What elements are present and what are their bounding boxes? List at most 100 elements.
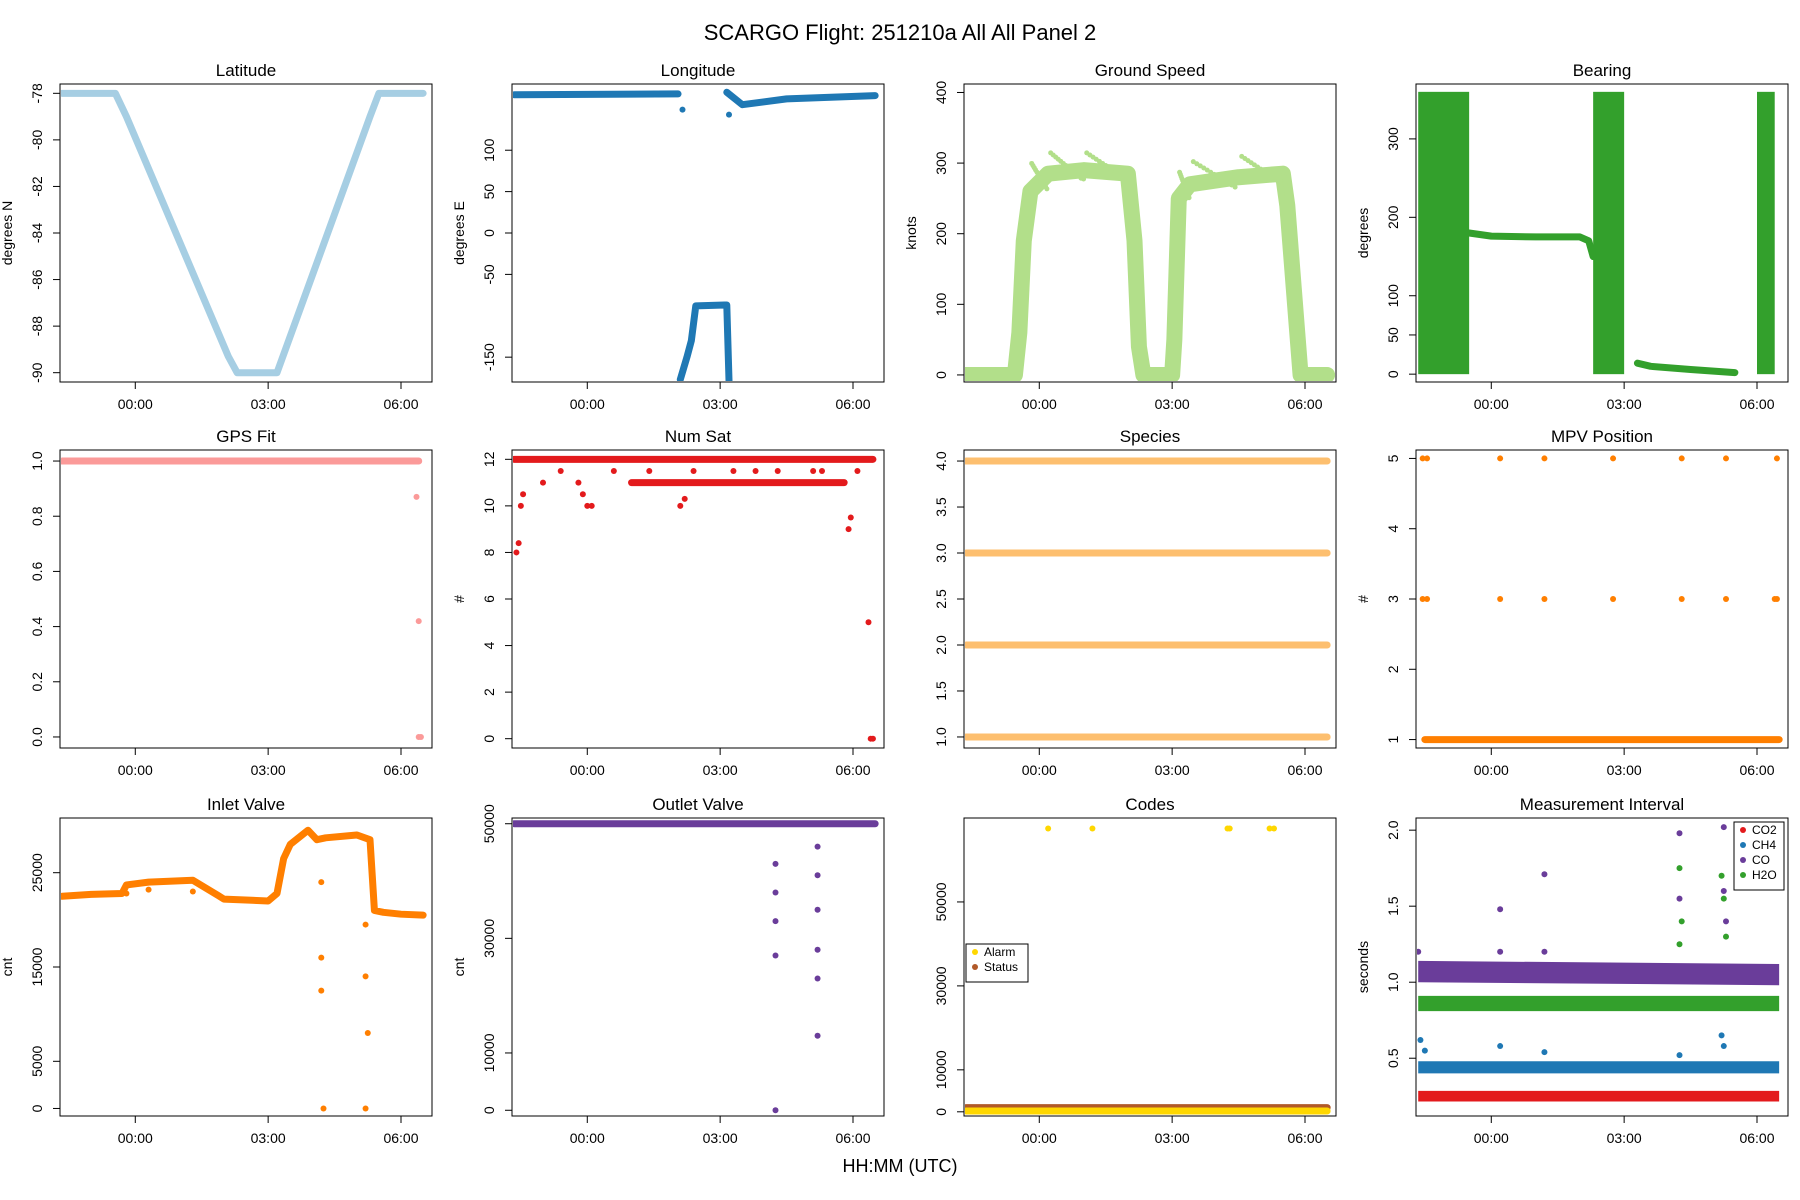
series-spikes-point bbox=[318, 879, 325, 886]
y-tick-label: 0.0 bbox=[29, 727, 45, 747]
x-tick-label: 06:00 bbox=[835, 762, 870, 778]
x-tick-label: 06:00 bbox=[383, 762, 418, 778]
y-tick-label: -80 bbox=[29, 130, 45, 150]
panel-latitude: Latitude degrees N 00:00 03:00 06:00 -90 -88 -8… bbox=[0, 61, 433, 412]
x-tick-label: 00:00 bbox=[570, 1130, 605, 1146]
y-tick-label: 300 bbox=[1385, 127, 1401, 151]
series-scatter-point bbox=[646, 467, 653, 474]
panel-outlet-valve: Outlet Valve cnt 00:00 03:00 06:00 0 10000 3000… bbox=[451, 795, 885, 1146]
series-ground speed-point bbox=[1187, 185, 1193, 191]
y-tick-label: 12 bbox=[481, 451, 497, 467]
legend-marker bbox=[1740, 842, 1746, 848]
y-tick-label: -50 bbox=[481, 264, 497, 284]
x-tick-label: 03:00 bbox=[1155, 396, 1190, 412]
series-spikesg-point bbox=[1676, 941, 1683, 948]
series-inlet bbox=[61, 826, 427, 919]
series-pos3-point bbox=[1541, 596, 1548, 602]
series-scatter-point bbox=[588, 502, 595, 509]
panel-ground-speed: Ground Speed knots 00:00 03:00 06:00 0 100 200 3… bbox=[903, 61, 1337, 412]
series-spikes-point bbox=[318, 987, 325, 994]
series-fill bbox=[1418, 91, 1470, 375]
series-scatter-point bbox=[690, 467, 697, 474]
y-tick-label: 6 bbox=[481, 595, 497, 603]
x-tick-label: 06:00 bbox=[383, 1130, 418, 1146]
series-scatter-point bbox=[517, 502, 524, 509]
x-tick-label: 06:00 bbox=[1287, 396, 1322, 412]
x-tick-label: 06:00 bbox=[383, 396, 418, 412]
x-tick-label: 03:00 bbox=[1607, 762, 1642, 778]
y-tick-label: 0 bbox=[481, 229, 497, 237]
series-spikesg-point bbox=[1678, 918, 1685, 925]
y-tick-label: 2 bbox=[1385, 665, 1401, 673]
y-tick-label: 10000 bbox=[481, 1033, 497, 1072]
y-tick-label: 25000 bbox=[29, 853, 45, 892]
series-spikesb-point bbox=[1417, 1036, 1424, 1043]
series-spikes-point bbox=[1720, 887, 1727, 894]
series-scatter-point bbox=[752, 467, 759, 474]
series-spikes-point bbox=[814, 872, 821, 879]
series-scatter-point bbox=[513, 549, 520, 556]
x-tick-label: 06:00 bbox=[1739, 396, 1774, 412]
series-spikes-point bbox=[772, 1107, 779, 1114]
series-scatter-point bbox=[584, 502, 591, 509]
series-ground speed-point bbox=[1045, 176, 1051, 182]
series-scatter-point bbox=[540, 479, 546, 486]
series-pos5-point bbox=[1723, 455, 1729, 462]
y-axis-label: cnt bbox=[0, 958, 15, 977]
legend-marker bbox=[972, 949, 978, 955]
series-spikes-point bbox=[362, 921, 369, 928]
x-tick-label: 03:00 bbox=[703, 1130, 738, 1146]
legend-label: CH4 bbox=[1752, 838, 1776, 852]
y-tick-label: 0 bbox=[29, 1104, 45, 1112]
series-scatter-point bbox=[515, 540, 522, 547]
series-outliers-point bbox=[417, 733, 424, 740]
series-spikesg-point bbox=[1676, 865, 1683, 872]
series-scatter-point bbox=[819, 467, 825, 474]
series-scatter-point bbox=[869, 735, 876, 742]
series-latitude bbox=[61, 89, 427, 377]
y-tick-label: -86 bbox=[29, 269, 45, 289]
x-tick-label: 00:00 bbox=[570, 396, 605, 412]
series-ground speed-point bbox=[1284, 193, 1290, 199]
panel-title: GPS Fit bbox=[216, 427, 276, 446]
series-ground speed-point bbox=[1277, 179, 1283, 185]
y-tick-label: 8 bbox=[481, 548, 497, 556]
series-scatter-point bbox=[865, 619, 872, 626]
series-ground speed-point bbox=[1186, 195, 1192, 201]
series-scatter-point bbox=[579, 491, 586, 498]
panel-title: Longitude bbox=[661, 61, 736, 80]
x-tick-label: 03:00 bbox=[251, 762, 286, 778]
series-scatter-point bbox=[847, 514, 854, 521]
data-layer bbox=[61, 89, 427, 377]
series-alarm-point bbox=[1045, 825, 1052, 832]
data-layer bbox=[513, 820, 879, 1114]
legend-box bbox=[1733, 821, 1785, 891]
x-tick-label: 06:00 bbox=[1739, 762, 1774, 778]
series-ground speed-point bbox=[1122, 175, 1128, 181]
series-ground speed-point bbox=[1176, 195, 1182, 201]
y-tick-label: 0 bbox=[481, 1106, 497, 1114]
x-tick-label: 03:00 bbox=[703, 396, 738, 412]
panel-gps-fit: GPS Fit 00:00 03:00 06:00 0.0 0.2 0.4 0.6 0.8 1.0 bbox=[29, 427, 433, 778]
series-spikes-point bbox=[1720, 824, 1727, 831]
series-scatter-point bbox=[845, 526, 852, 533]
y-axis-label: knots bbox=[903, 216, 919, 249]
x-tick-label: 06:00 bbox=[835, 1130, 870, 1146]
plot-frame bbox=[963, 83, 1337, 383]
panel-title: Num Sat bbox=[665, 427, 731, 446]
series-spikes-point bbox=[1676, 830, 1683, 837]
y-tick-label: 1.0 bbox=[29, 451, 45, 471]
series-scatter-point bbox=[792, 479, 799, 486]
y-tick-label: 0.4 bbox=[29, 617, 45, 637]
y-tick-label: -88 bbox=[29, 316, 45, 336]
series-stray-point bbox=[726, 111, 732, 118]
series-ground speed bbox=[965, 162, 1335, 381]
x-tick-label: 00:00 bbox=[1474, 1130, 1509, 1146]
series-spikesg-point bbox=[1718, 872, 1725, 879]
series-spikes-point bbox=[1541, 948, 1548, 955]
series-scatter-point bbox=[703, 479, 710, 486]
y-tick-label: 2 bbox=[481, 688, 497, 696]
y-tick-label: 2.0 bbox=[933, 635, 949, 655]
series-fill2 bbox=[1593, 91, 1625, 375]
series-spikes-point bbox=[772, 860, 779, 867]
